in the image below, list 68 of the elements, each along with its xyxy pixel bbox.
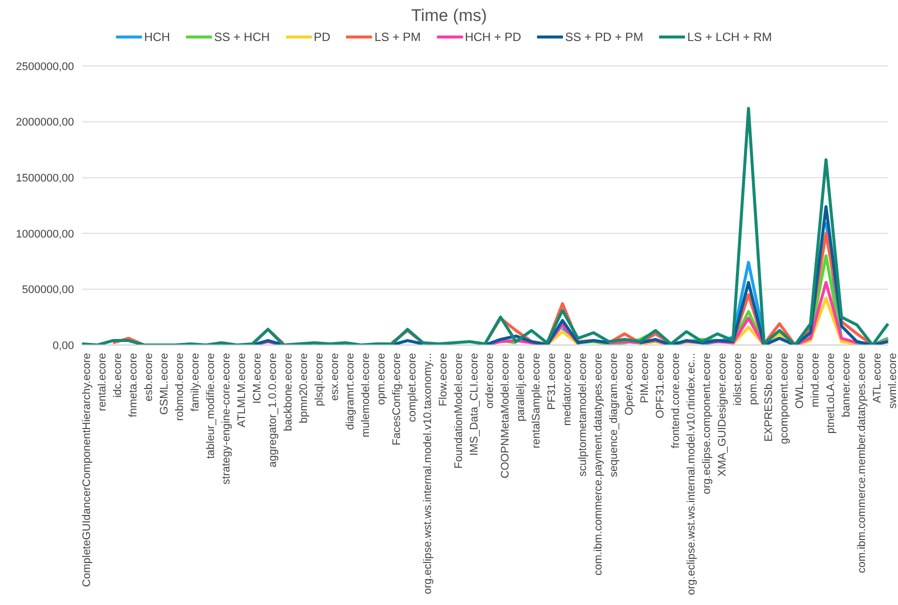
legend-label: SS + HCH [214,30,270,44]
x-tick-label: OPF31.ecore [654,353,666,418]
x-tick-label: PF31.ecore [546,353,558,410]
legend-label: PD [314,30,330,44]
x-tick-label: ICM.ecore [251,353,264,404]
x-tick-label: COOPNMetaModel.ecore [499,353,512,478]
x-tick-label: OWL.ecore [794,353,806,409]
x-tick-label: family.ecore [189,353,202,412]
x-tick-label: parallelj.ecore [514,353,527,422]
x-tick-label: backbone.ecore [282,353,294,432]
x-tick-label: XMA_GUIDesigner.ecore [716,353,728,476]
x-tick-label: com.ibm.commerce.payment.datatypes.ecore [592,353,604,576]
x-tick-label: sculptormetamodel.ecore [576,353,589,477]
x-tick-label: swml.ecore [886,353,898,409]
x-tick-label: fnmeta.ecore [127,353,140,418]
y-tick-label: 1500000,00 [16,172,74,185]
x-tick-label: banner.ecore [840,353,852,418]
legend-label: HCH + PD [464,30,522,44]
y-tick-label: 500000,00 [22,284,74,296]
x-tick-label: rental.ecore [96,353,108,412]
x-tick-label: esx.ecore [328,353,341,401]
x-tick-label: complet.ecore [406,353,418,422]
x-tick-label: plsql.ecore [313,353,326,406]
x-tick-label: tableur_modifie.ecore [204,353,217,459]
x-tick-label: OperA.ecore [623,353,636,416]
legend-label: HCH [144,30,170,44]
x-tick-label: bpmn20.ecore [298,353,310,424]
x-tick-label: mind.ecore [809,353,822,408]
x-tick-label: FoundationModel.ecore [452,353,465,469]
x-tick-label: iolist.ecore [732,353,744,406]
legend-label: LS + LCH + RM [687,30,772,44]
x-tick-label: sequence_diagram.ecore [608,353,620,478]
x-tick-label: mediator.ecore [561,353,574,426]
x-tick-label: Flow.ecore [437,353,450,406]
x-tick-label: aggregator_1.0.0.ecore [266,353,279,468]
x-tick-label: PIM.ecore [638,353,651,404]
line-series [80,106,890,345]
x-tick-label: ATLMLM.ecore [236,353,248,428]
x-tick-label: com.ibm.commerce.member.datatypes.ecore [856,353,868,574]
x-tick-label: pom.ecore [747,353,760,405]
x-tick-label: esb.ecore [142,353,155,402]
y-tick-label: 0,00 [52,340,74,352]
x-tick-label: IMS_Data_CLI.ecore [468,353,480,456]
x-tick-label: ATL.ecore [871,353,884,403]
legend-label: LS + PM [374,30,421,44]
x-tick-label: rentalSample.ecore [530,353,542,448]
y-tick-label: 2000000,00 [16,116,74,129]
legend-label: SS + PD + PM [565,30,644,44]
x-tick-label: org.eclipse.wst.ws.internal.model.v10.rtindex.ec... [685,353,698,596]
x-tick-label: mulemodel.ecore [360,353,372,438]
x-tick-label: diagramrt.ecore [344,353,356,430]
x-tick-label: CompleteGUIdancerComponentHierarchy.ecore [80,353,93,587]
chart-title: Time (ms) [410,6,488,26]
x-tick-label: gcomponent.ecore [778,353,790,444]
x-tick-label: EXPRESSb.ecore [762,353,775,442]
x-tick-label: org.eclipse.component.ecore [700,353,713,494]
x-tick-label: GSML.ecore [158,353,170,415]
x-tick-label: frontend.core.ecore [670,353,682,448]
x-tick-label: ptnetLoLA.ecore [824,353,837,434]
x-tick-label: order.ecore [484,353,496,409]
x-tick-label: FacesConfig.ecore [390,353,403,446]
x-tick-label: idc.ecore [112,353,124,398]
x-tick-label: robmod.ecore [174,353,186,421]
x-tick-label: strategy-engine-core.ecore [220,353,232,484]
y-tick-label: 2500000,00 [16,60,74,73]
y-tick-label: 1000000,00 [16,228,74,240]
x-tick-label: opm.ecore [375,353,388,405]
x-tick-label: org.eclipse.wst.ws.internal.model.v10.taxonomy... [422,353,434,594]
